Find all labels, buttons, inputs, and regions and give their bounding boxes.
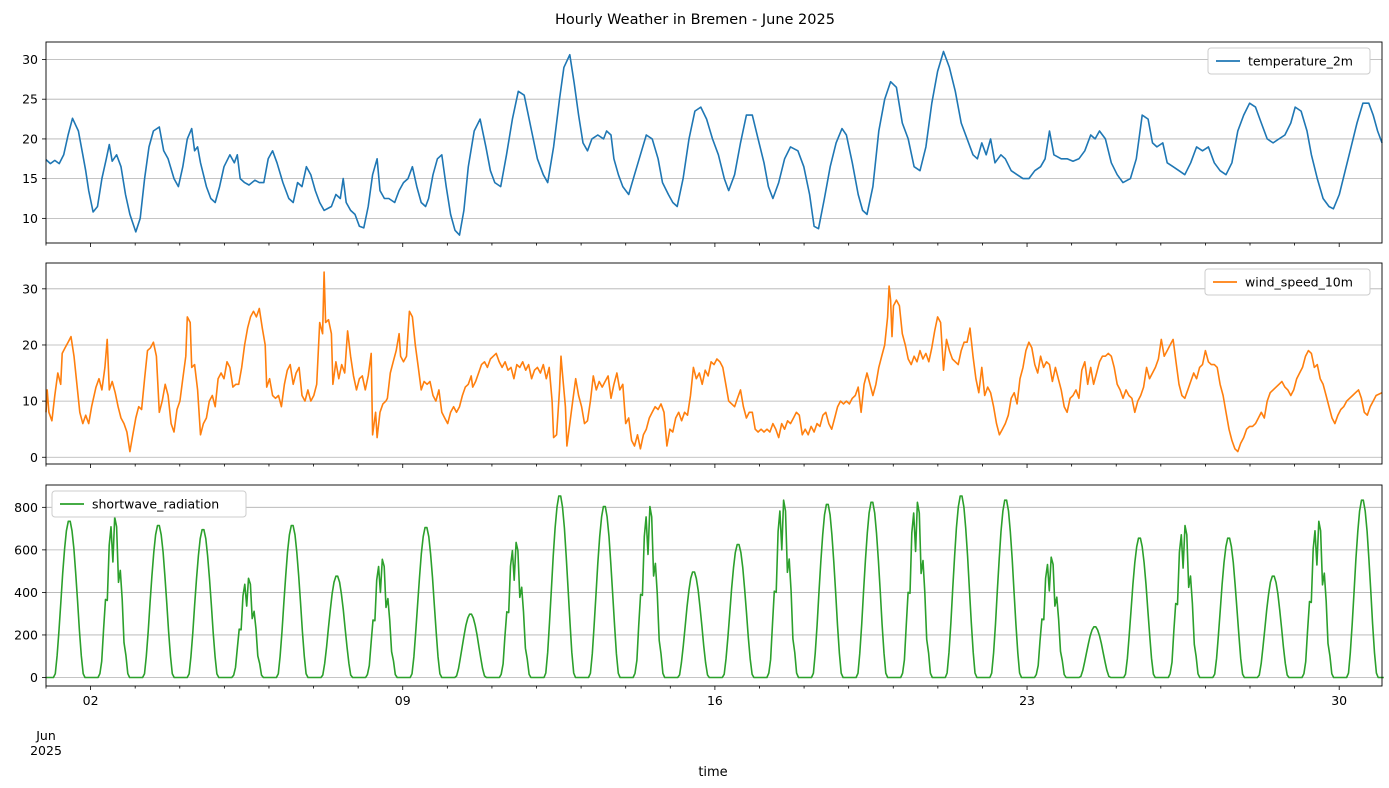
wind-speed-line (45, 271, 1383, 453)
x-axis-title: time (698, 765, 727, 780)
axes-frame (45, 262, 1383, 465)
y-tick-label: 30 (22, 52, 38, 67)
x-corner-year: 2025 (30, 743, 62, 758)
legend-box (1207, 47, 1371, 75)
y-tick-label: 0 (30, 670, 38, 685)
temperature-line (45, 50, 1383, 236)
y-tick-label: 0 (30, 450, 38, 465)
y-tick-label: 15 (22, 171, 38, 186)
y-tick-label: 200 (14, 627, 38, 642)
y-tick-label: 400 (14, 585, 38, 600)
axes-frame (45, 41, 1383, 244)
chart-title: Hourly Weather in Bremen - June 2025 (555, 12, 835, 28)
y-tick-label: 20 (22, 131, 38, 146)
x-tick-label: 30 (1331, 693, 1347, 708)
legend: wind_speed_10m (1204, 268, 1371, 296)
axes-frame (45, 484, 1383, 687)
y-tick-label: 800 (14, 500, 38, 515)
legend-label: shortwave_radiation (92, 497, 219, 512)
panel-shortwave-radiation: 0 200 400 600 800 shortwave_radiation (14, 484, 1384, 690)
panel-temperature: 10 15 20 25 30 temperature_2m (22, 41, 1383, 247)
x-tick-label: 09 (395, 693, 411, 708)
y-tick-label: 10 (22, 211, 38, 226)
x-tick-label: 02 (83, 693, 99, 708)
y-tick-label: 600 (14, 542, 38, 557)
x-tick-label: 23 (1019, 693, 1035, 708)
legend-box (51, 490, 247, 518)
legend: temperature_2m (1207, 47, 1371, 75)
legend-label: temperature_2m (1248, 54, 1353, 69)
shortwave-radiation-line (46, 495, 1384, 679)
legend: shortwave_radiation (51, 490, 247, 518)
panel-wind-speed: 0 10 20 30 wind_speed_10m (22, 262, 1383, 468)
y-tick-label: 30 (22, 281, 38, 296)
y-tick-label: 25 (22, 92, 38, 107)
x-tick-label: 16 (707, 693, 723, 708)
legend-label: wind_speed_10m (1245, 275, 1353, 290)
x-corner-month: Jun (35, 728, 56, 743)
y-tick-label: 20 (22, 337, 38, 352)
y-tick-label: 10 (22, 394, 38, 409)
legend-box (1204, 268, 1371, 296)
x-axis-labels: 02 09 16 23 30 (83, 693, 1348, 708)
